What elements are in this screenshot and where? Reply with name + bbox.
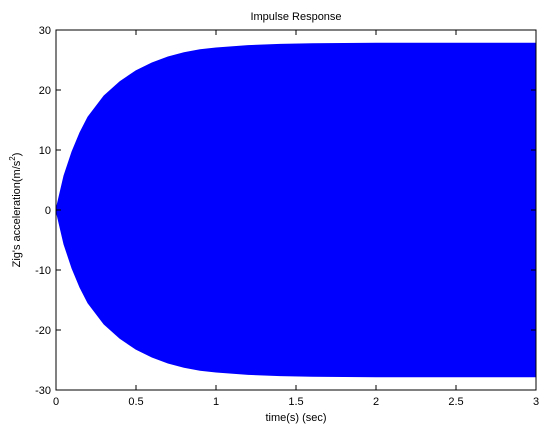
y-tick-label: 20 [39, 85, 51, 97]
x-tick-label: 2 [373, 396, 379, 408]
x-tick-label: 3 [533, 396, 539, 408]
data-layer [55, 42, 537, 378]
y-axis-label: Zig's acceleration(m/s2) [8, 153, 23, 268]
chart-title: Impulse Response [250, 11, 341, 23]
y-axis-label-suffix: ) [11, 153, 23, 157]
series-0-oscillation-band [55, 42, 537, 378]
y-axis-label-main: Zig's acceleration(m/s [11, 160, 23, 267]
x-tick-label: 1.5 [288, 396, 303, 408]
y-tick-label: 0 [45, 205, 51, 217]
x-axis-label: time(s) (sec) [265, 412, 326, 424]
y-tick-label: -10 [35, 265, 51, 277]
y-tick-label: -20 [35, 325, 51, 337]
x-tick-label: 2.5 [448, 396, 463, 408]
y-tick-label: 10 [39, 145, 51, 157]
y-tick-label: -30 [35, 385, 51, 397]
tick-layer: 0 0.5 1 1.5 2 2.5 3 -30 -20 -10 0 10 20 30 [35, 25, 539, 408]
x-tick-label: 1 [213, 396, 219, 408]
y-tick-label: 30 [39, 25, 51, 37]
x-tick-label: 0 [53, 396, 59, 408]
x-tick-label: 0.5 [128, 396, 143, 408]
y-axis-label-superscript: 2 [8, 156, 17, 161]
